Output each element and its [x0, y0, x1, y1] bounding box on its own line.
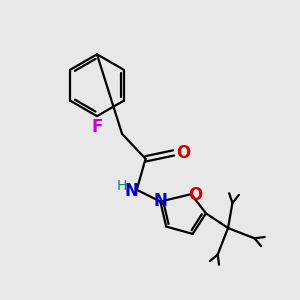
Text: F: F: [91, 118, 103, 136]
Text: O: O: [188, 186, 202, 204]
Text: O: O: [176, 144, 190, 162]
Text: N: N: [124, 182, 138, 200]
Text: N: N: [153, 192, 167, 210]
Text: H: H: [116, 179, 127, 193]
